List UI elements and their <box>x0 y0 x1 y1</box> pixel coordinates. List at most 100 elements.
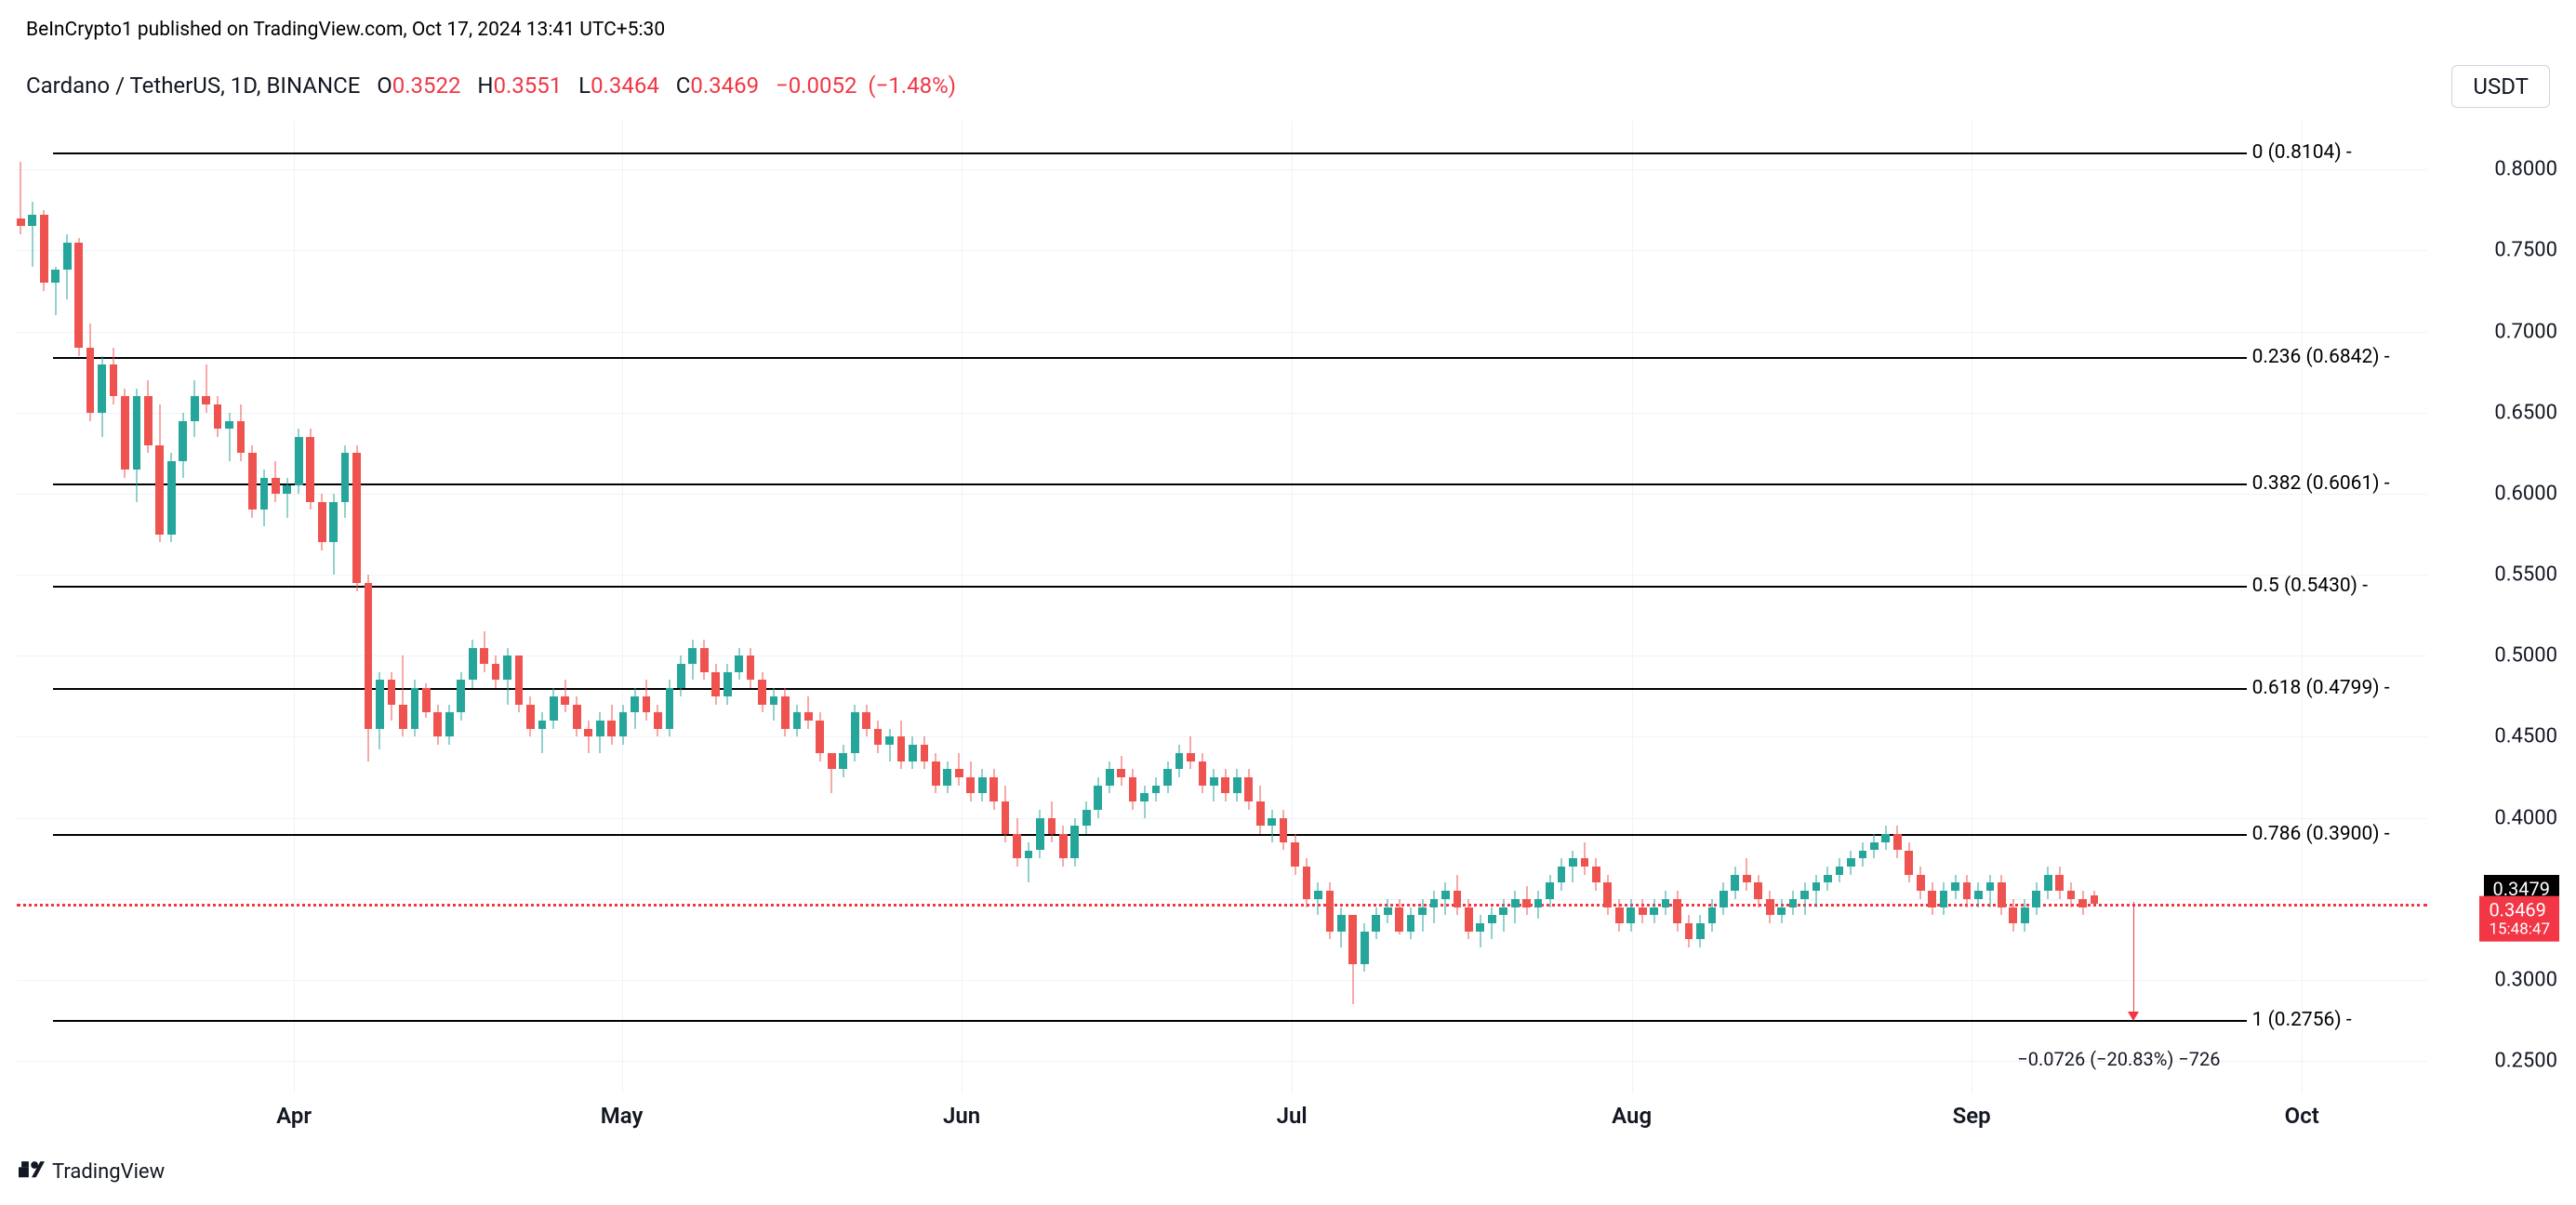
candle[interactable] <box>700 121 709 1093</box>
candle[interactable] <box>921 121 929 1093</box>
candle[interactable] <box>1685 121 1693 1093</box>
candle[interactable] <box>1129 121 1137 1093</box>
candle[interactable] <box>469 121 477 1093</box>
candle[interactable] <box>1789 121 1798 1093</box>
candle[interactable] <box>306 121 314 1093</box>
candle[interactable] <box>1940 121 1948 1093</box>
candle[interactable] <box>2055 121 2064 1093</box>
candle[interactable] <box>1002 121 1010 1093</box>
candle[interactable] <box>966 121 975 1093</box>
candle[interactable] <box>1951 121 1959 1093</box>
candle[interactable] <box>133 121 141 1093</box>
candle[interactable] <box>283 121 291 1093</box>
candle[interactable] <box>631 121 639 1093</box>
candle[interactable] <box>1256 121 1265 1093</box>
candle[interactable] <box>955 121 963 1093</box>
candle[interactable] <box>584 121 592 1093</box>
candle[interactable] <box>2078 121 2087 1093</box>
candle[interactable] <box>1106 121 1114 1093</box>
candle[interactable] <box>1511 121 1520 1093</box>
candle[interactable] <box>793 121 802 1093</box>
candle[interactable] <box>1348 121 1357 1093</box>
candle[interactable] <box>1800 121 1809 1093</box>
candle[interactable] <box>1499 121 1507 1093</box>
candle[interactable] <box>538 121 547 1093</box>
candle[interactable] <box>1395 121 1403 1093</box>
candle[interactable] <box>1048 121 1056 1093</box>
currency-badge[interactable]: USDT <box>2451 65 2550 108</box>
candle[interactable] <box>1244 121 1253 1093</box>
candle[interactable] <box>2032 121 2040 1093</box>
candle[interactable] <box>144 121 153 1093</box>
candle[interactable] <box>607 121 616 1093</box>
candle[interactable] <box>885 121 894 1093</box>
candle[interactable] <box>86 121 95 1093</box>
candle[interactable] <box>1893 121 1902 1093</box>
candle[interactable] <box>1465 121 1473 1093</box>
candle[interactable] <box>932 121 940 1093</box>
candle[interactable] <box>295 121 303 1093</box>
candle[interactable] <box>1847 121 1855 1093</box>
candle[interactable] <box>1418 121 1427 1093</box>
candle[interactable] <box>492 121 500 1093</box>
candle[interactable] <box>376 121 384 1093</box>
candle[interactable] <box>677 121 685 1093</box>
candle[interactable] <box>1441 121 1450 1093</box>
candle[interactable] <box>1140 121 1149 1093</box>
candle[interactable] <box>1777 121 1786 1093</box>
candle[interactable] <box>329 121 338 1093</box>
candle[interactable] <box>63 121 72 1093</box>
candle[interactable] <box>1627 121 1635 1093</box>
candle[interactable] <box>1291 121 1299 1093</box>
candle[interactable] <box>98 121 106 1093</box>
candle[interactable] <box>515 121 524 1093</box>
candle[interactable] <box>1094 121 1102 1093</box>
candle[interactable] <box>1546 121 1554 1093</box>
candle[interactable] <box>2091 121 2099 1093</box>
candle[interactable] <box>978 121 987 1093</box>
candle[interactable] <box>179 121 187 1093</box>
candle[interactable] <box>433 121 442 1093</box>
candle[interactable] <box>1233 121 1242 1093</box>
candle[interactable] <box>804 121 813 1093</box>
candle[interactable] <box>1070 121 1079 1093</box>
candle[interactable] <box>214 121 222 1093</box>
candle[interactable] <box>897 121 906 1093</box>
candle[interactable] <box>457 121 465 1093</box>
candle[interactable] <box>770 121 778 1093</box>
candle[interactable] <box>1917 121 1925 1093</box>
candle[interactable] <box>1175 121 1184 1093</box>
candle[interactable] <box>874 121 883 1093</box>
candle[interactable] <box>1059 121 1068 1093</box>
candle[interactable] <box>352 121 361 1093</box>
x-axis[interactable]: AprMayJunJulAugSepOctNov <box>17 1103 2427 1140</box>
candle[interactable] <box>839 121 847 1093</box>
candle[interactable] <box>1152 121 1161 1093</box>
candle[interactable] <box>1615 121 1624 1093</box>
candle[interactable] <box>1221 121 1229 1093</box>
candle[interactable] <box>1859 121 1867 1093</box>
candle[interactable] <box>596 121 604 1093</box>
tradingview-logo[interactable]: TradingView <box>19 1159 165 1185</box>
candle[interactable] <box>1117 121 1125 1093</box>
candle[interactable] <box>1603 121 1612 1093</box>
candle[interactable] <box>643 121 651 1093</box>
candle[interactable] <box>1187 121 1195 1093</box>
candle[interactable] <box>74 121 83 1093</box>
candle[interactable] <box>1534 121 1543 1093</box>
candle[interactable] <box>2021 121 2029 1093</box>
candle[interactable] <box>1720 121 1728 1093</box>
candle[interactable] <box>1824 121 1832 1093</box>
candle[interactable] <box>1384 121 1392 1093</box>
candle[interactable] <box>1731 121 1739 1093</box>
candle[interactable] <box>711 121 720 1093</box>
candle[interactable] <box>816 121 824 1093</box>
candle[interactable] <box>1639 121 1647 1093</box>
candle[interactable] <box>248 121 257 1093</box>
candle[interactable] <box>1650 121 1658 1093</box>
candle[interactable] <box>1025 121 1033 1093</box>
candle[interactable] <box>17 121 25 1093</box>
candle[interactable] <box>909 121 917 1093</box>
candle[interactable] <box>1013 121 1021 1093</box>
candle[interactable] <box>1708 121 1717 1093</box>
